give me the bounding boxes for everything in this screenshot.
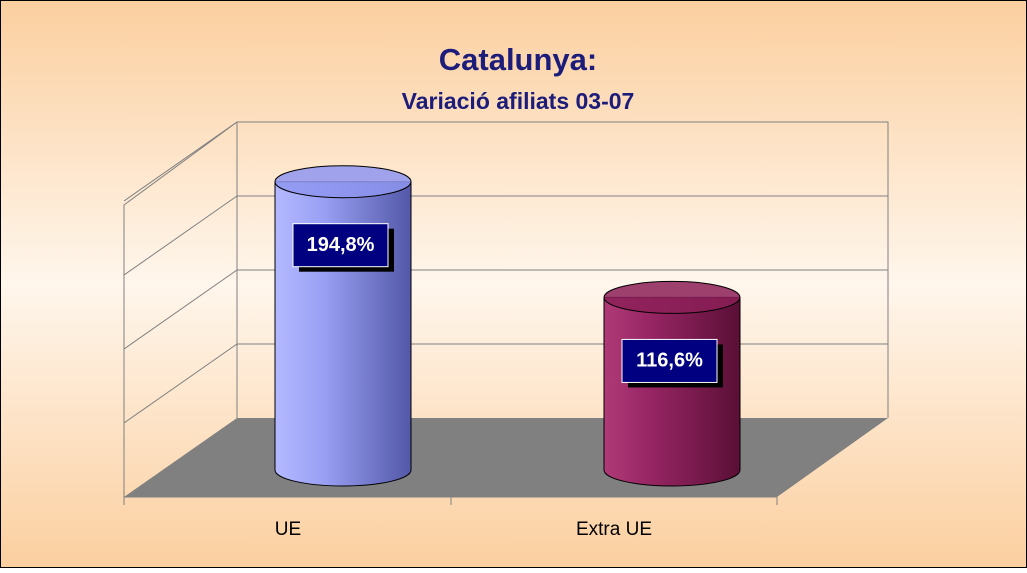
grid-line: [123, 195, 888, 276]
floor: [124, 418, 888, 497]
data-label: 194,8%: [307, 234, 375, 256]
chart-subtitle: Variació afiliats 03-07: [402, 88, 635, 114]
x-tick-label: Extra UE: [576, 519, 652, 540]
label-box: [292, 223, 389, 268]
grid-line: [123, 121, 888, 202]
chart-title: Catalunya:: [439, 42, 597, 77]
bar-top: [603, 280, 741, 314]
x-tick-label: UE: [275, 519, 301, 540]
bar: [603, 296, 741, 487]
label-box: [621, 338, 718, 383]
bar-top: [274, 165, 412, 199]
grid-line: [123, 269, 888, 350]
data-label: 116,6%: [636, 350, 703, 372]
